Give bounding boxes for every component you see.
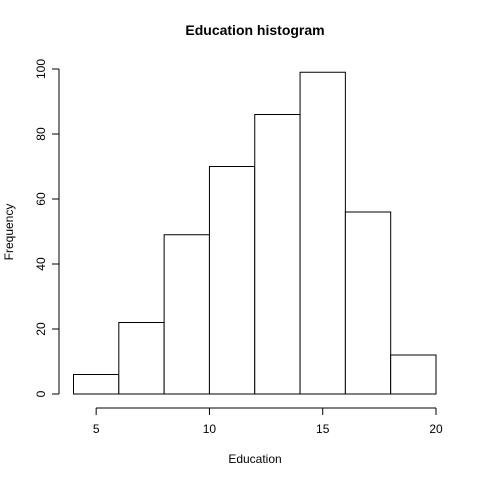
histogram-bar [390, 354, 437, 395]
histogram-bar [208, 166, 256, 395]
x-axis-label: Education [228, 452, 281, 466]
bars-group [73, 71, 437, 395]
histogram-bar [118, 322, 165, 395]
y-tick-label: 40 [34, 257, 48, 271]
histogram-bar [73, 374, 120, 395]
y-tick-label: 80 [34, 127, 48, 141]
histogram-bar [163, 234, 210, 395]
histogram-bar [344, 211, 392, 395]
chart-title: Education histogram [185, 22, 324, 38]
x-axis: 5 10 15 20 [93, 407, 443, 436]
y-tick-label: 60 [34, 192, 48, 206]
y-axis: 0 20 40 60 80 100 [34, 59, 60, 397]
histogram-bar [254, 114, 301, 395]
x-tick-label: 10 [203, 422, 217, 436]
y-tick-label: 20 [34, 322, 48, 336]
x-tick-label: 5 [93, 422, 100, 436]
y-tick-label: 0 [34, 390, 48, 397]
histogram-bar [299, 71, 346, 395]
y-axis-label: Frequency [2, 204, 16, 261]
x-tick-label: 15 [316, 422, 330, 436]
y-tick-label: 100 [34, 59, 48, 79]
x-tick-label: 20 [429, 422, 443, 436]
